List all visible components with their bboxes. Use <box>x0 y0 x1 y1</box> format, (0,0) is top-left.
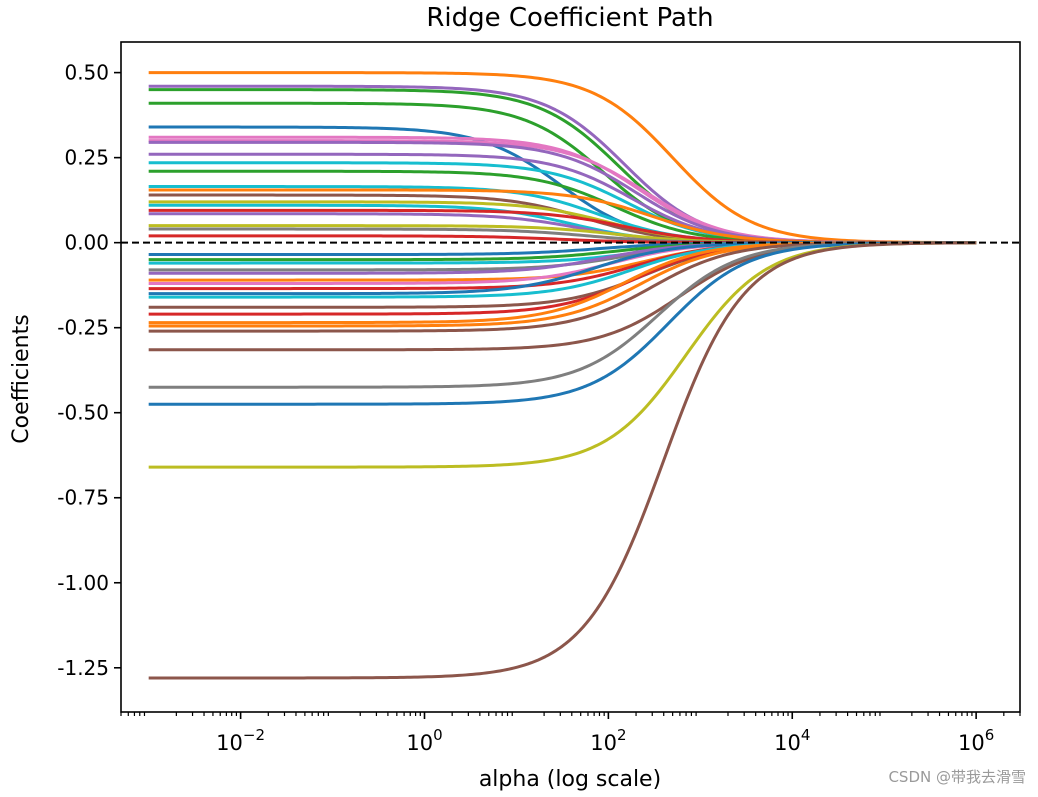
y-tick-label-5: -0.50 <box>57 401 109 425</box>
plot-frame <box>120 41 1021 713</box>
chart-title: Ridge Coefficient Path <box>426 3 713 33</box>
series-line-39 <box>148 241 977 406</box>
y-tick-label-6: -0.75 <box>57 486 109 510</box>
y-axis: 0.50 0.25 0.00 -0.25 -0.50 -0.75 -1.00 -1.25 <box>57 61 121 680</box>
watermark: CSDN @带我去滑雪 <box>888 768 1026 786</box>
y-tick-label-2: 0.25 <box>64 146 109 170</box>
y-axis-label: Coefficients <box>9 314 34 443</box>
x-axis-label: alpha (log scale) <box>479 767 661 792</box>
series-line-2 <box>148 84 977 245</box>
y-tick-label-7: -1.00 <box>57 571 109 595</box>
y-tick-label-1: 0.50 <box>64 61 109 85</box>
x-tick-label-1: 10−2 <box>216 726 265 755</box>
y-tick-label-8: -1.25 <box>57 656 109 680</box>
series-line-1 <box>148 71 977 245</box>
x-tick-label-2: 100 <box>406 726 442 755</box>
series-line-41 <box>148 241 977 680</box>
x-tick-label-3: 102 <box>590 726 626 755</box>
x-tick-label-5: 106 <box>958 726 994 755</box>
x-axis: 10−2 100 102 104 106 <box>120 712 1021 755</box>
y-tick-label-4: -0.25 <box>57 316 109 340</box>
y-tick-label-3: 0.00 <box>64 231 109 255</box>
series-line-11 <box>148 169 977 245</box>
series-layer <box>148 71 977 680</box>
x-tick-label-4: 104 <box>774 726 810 755</box>
